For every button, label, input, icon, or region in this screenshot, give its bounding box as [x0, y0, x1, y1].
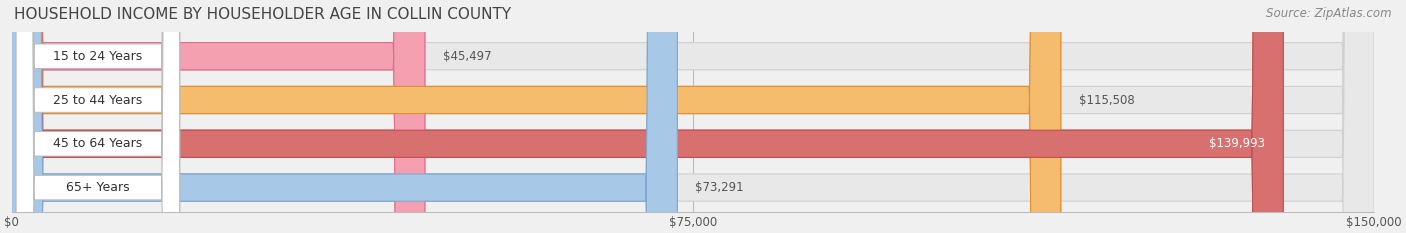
FancyBboxPatch shape	[11, 0, 1060, 233]
FancyBboxPatch shape	[11, 0, 1284, 233]
Text: $45,497: $45,497	[443, 50, 492, 63]
FancyBboxPatch shape	[11, 0, 1284, 233]
Text: $139,993: $139,993	[1209, 137, 1265, 150]
FancyBboxPatch shape	[11, 0, 678, 233]
FancyBboxPatch shape	[11, 0, 678, 233]
Text: $115,508: $115,508	[1078, 93, 1135, 106]
Text: 65+ Years: 65+ Years	[66, 181, 129, 194]
FancyBboxPatch shape	[11, 0, 1374, 233]
Text: $73,291: $73,291	[696, 181, 744, 194]
FancyBboxPatch shape	[11, 0, 1374, 233]
Text: 45 to 64 Years: 45 to 64 Years	[53, 137, 142, 150]
Text: HOUSEHOLD INCOME BY HOUSEHOLDER AGE IN COLLIN COUNTY: HOUSEHOLD INCOME BY HOUSEHOLDER AGE IN C…	[14, 7, 512, 22]
FancyBboxPatch shape	[15, 0, 180, 233]
FancyBboxPatch shape	[11, 0, 425, 233]
FancyBboxPatch shape	[11, 0, 1060, 233]
FancyBboxPatch shape	[15, 0, 180, 233]
FancyBboxPatch shape	[15, 0, 180, 233]
Text: 15 to 24 Years: 15 to 24 Years	[53, 50, 142, 63]
FancyBboxPatch shape	[15, 0, 180, 233]
Text: 25 to 44 Years: 25 to 44 Years	[53, 93, 142, 106]
FancyBboxPatch shape	[11, 0, 1374, 233]
Text: Source: ZipAtlas.com: Source: ZipAtlas.com	[1267, 7, 1392, 20]
FancyBboxPatch shape	[11, 0, 425, 233]
FancyBboxPatch shape	[11, 0, 1374, 233]
